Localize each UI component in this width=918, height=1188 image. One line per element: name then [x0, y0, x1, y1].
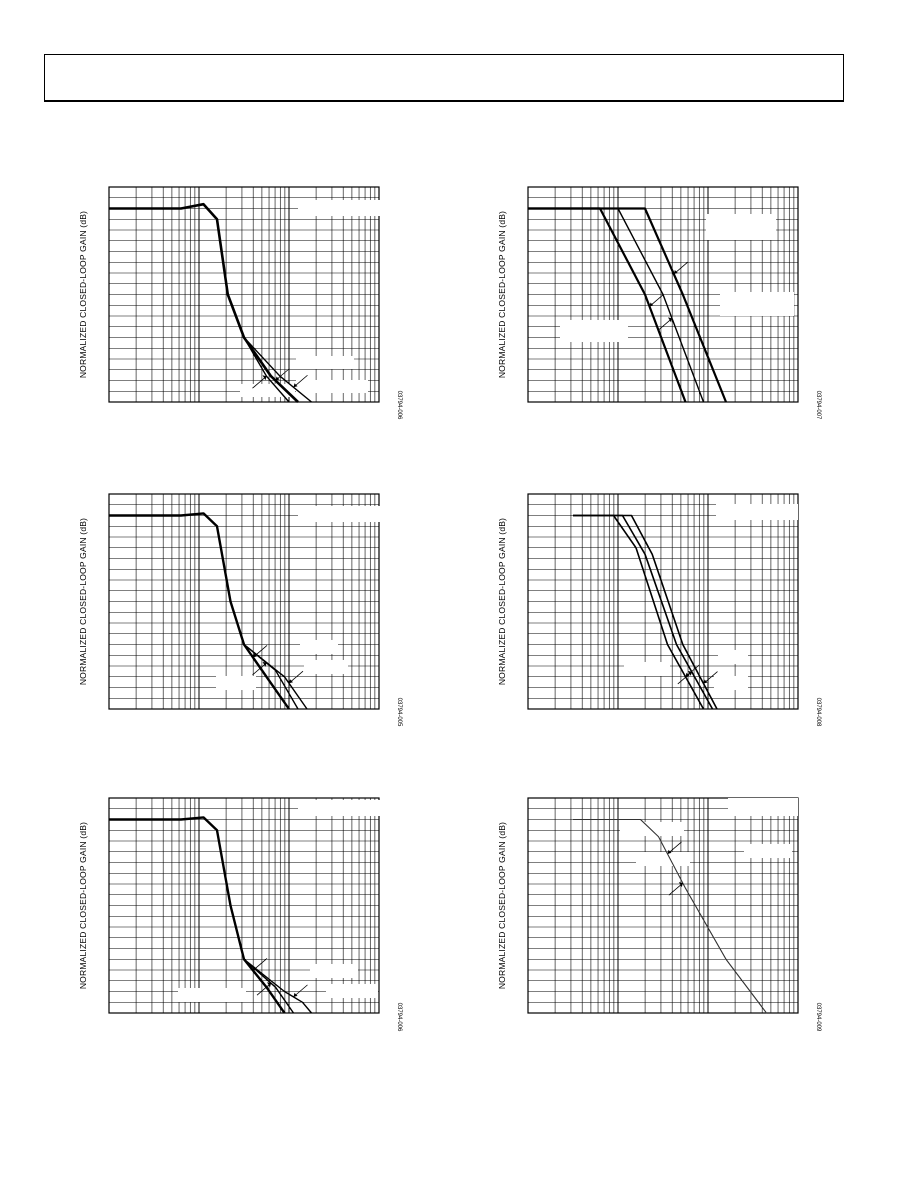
- annotation-box: [298, 800, 380, 816]
- series-line-2: [109, 816, 295, 1014]
- y-axis-label: NORMALIZED CLOSED-LOOP GAIN (dB): [497, 518, 507, 685]
- chart-2: NORMALIZED CLOSED-LOOP GAIN (dB) 03794-00…: [497, 186, 821, 420]
- annotation-box: [178, 988, 246, 1002]
- annotation-arrowhead: [703, 679, 708, 684]
- chart-1: NORMALIZED CLOSED-LOOP GAIN (dB) 03794-00…: [78, 186, 402, 420]
- figure-id: 03794-007: [815, 391, 821, 420]
- series-line-3: [573, 514, 718, 710]
- annotation-box: [298, 506, 380, 522]
- figure-id: 03794-006: [396, 391, 402, 420]
- series-line-3: [109, 512, 308, 710]
- chart-3: NORMALIZED CLOSED-LOOP GAIN (dB) 03794-00…: [78, 493, 402, 727]
- series-line-2: [573, 819, 767, 1014]
- annotation-box: [714, 676, 748, 690]
- annotation-box: [216, 676, 256, 690]
- annotation-box: [720, 292, 794, 316]
- annotation-arrowhead: [673, 270, 678, 275]
- annotation-leader: [657, 318, 673, 331]
- annotation-box: [636, 852, 690, 866]
- annotation-box: [296, 356, 354, 369]
- annotation-arrowhead: [262, 375, 267, 381]
- annotation-leader: [252, 662, 267, 676]
- annotation-arrowhead: [289, 679, 293, 684]
- chart-6: NORMALIZED CLOSED-LOOP GAIN (dB) 03794-00…: [497, 797, 821, 1032]
- figure-id: 03794-008: [815, 698, 821, 727]
- series-line-1: [109, 202, 299, 403]
- annotation-arrowhead: [667, 849, 672, 854]
- y-axis-label: NORMALIZED CLOSED-LOOP GAIN (dB): [78, 518, 88, 685]
- series-line-3: [109, 203, 312, 403]
- y-axis-label: NORMALIZED CLOSED-LOOP GAIN (dB): [78, 822, 88, 989]
- y-axis-label: NORMALIZED CLOSED-LOOP GAIN (dB): [78, 211, 88, 378]
- annotation-leader: [668, 882, 684, 896]
- annotation-leader: [252, 375, 267, 389]
- figure-id: 03794-006: [396, 1003, 402, 1032]
- annotation-arrowhead: [275, 376, 280, 381]
- annotation-leader: [256, 982, 272, 996]
- annotation-box: [326, 984, 378, 998]
- annotation-arrowhead: [293, 992, 298, 997]
- y-axis-label: NORMALIZED CLOSED-LOOP GAIN (dB): [497, 211, 507, 378]
- annotation-arrowhead: [267, 982, 271, 988]
- page-header-frame: [44, 54, 844, 102]
- annotation-arrowhead: [685, 672, 690, 677]
- annotation-arrowhead: [262, 661, 267, 667]
- annotation-arrowhead: [293, 383, 298, 388]
- annotation-leader: [677, 671, 693, 685]
- annotation-box: [300, 640, 338, 654]
- annotation-arrowhead: [678, 882, 683, 888]
- annotation-box: [304, 660, 348, 674]
- series-line-3: [528, 207, 728, 403]
- annotation-box: [296, 380, 368, 393]
- series-line-1: [109, 816, 286, 1014]
- annotation-box: [560, 320, 628, 342]
- series-line-3: [109, 816, 313, 1014]
- chart-5: NORMALIZED CLOSED-LOOP GAIN (dB) 03794-00…: [78, 797, 402, 1032]
- annotation-box: [716, 504, 798, 520]
- figure-id: 03794-005: [396, 698, 402, 727]
- figure-id: 03794-009: [815, 1003, 821, 1032]
- annotation-arrowhead: [649, 302, 654, 307]
- annotation-box: [728, 798, 798, 816]
- annotation-box: [706, 214, 776, 240]
- chart-4: NORMALIZED CLOSED-LOOP GAIN (dB) 03794-00…: [497, 493, 821, 727]
- annotation-box: [310, 964, 358, 978]
- annotation-arrowhead: [668, 317, 672, 323]
- annotation-box: [744, 844, 792, 858]
- annotation-box: [620, 822, 684, 836]
- annotation-box: [718, 650, 748, 664]
- annotation-arrowhead: [253, 653, 257, 658]
- y-axis-label: NORMALIZED CLOSED-LOOP GAIN (dB): [497, 822, 507, 989]
- annotation-box: [624, 662, 670, 676]
- annotation-arrowhead: [687, 670, 692, 676]
- annotation-box: [298, 200, 380, 216]
